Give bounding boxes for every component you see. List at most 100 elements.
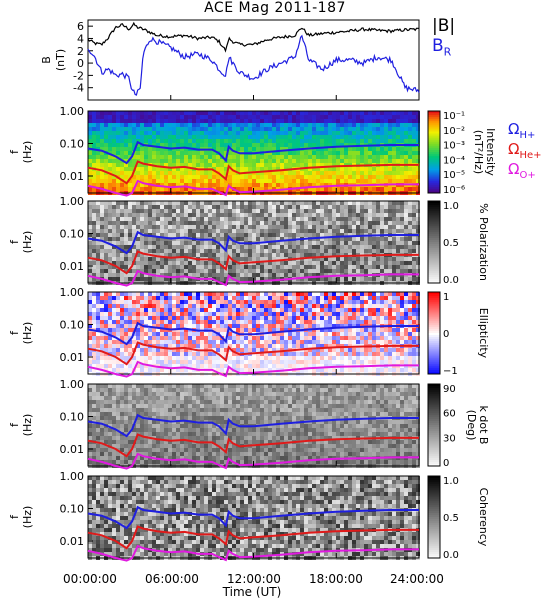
panel1-colorbar bbox=[428, 111, 440, 194]
panel5-ytick-label-0: 1.00 bbox=[60, 470, 85, 483]
panel2-colorbar-title-group: % Polarization bbox=[477, 203, 490, 281]
panel5-gyro-line-O+ bbox=[87, 544, 419, 562]
gyro-label-he-sym: Ω bbox=[508, 140, 520, 158]
b-series-1 bbox=[87, 34, 420, 96]
panel4-colorbar-title: k dot B bbox=[477, 406, 490, 445]
panel2-ylabel-group: f (Hz) bbox=[8, 231, 34, 254]
panel2-colorbar bbox=[428, 201, 440, 284]
panel4-ylabel-group: f (Hz) bbox=[8, 414, 34, 437]
panel4-heatmap bbox=[88, 384, 420, 468]
panel5-colorbar-title: Coherency bbox=[477, 488, 490, 547]
panel4-gyro-line-H+ bbox=[87, 413, 419, 438]
panel1-colorbar-title: Intensity bbox=[484, 128, 497, 176]
panel4-gyro-line-He+ bbox=[87, 433, 419, 458]
panel4-ytick-label-1: 0.10 bbox=[60, 411, 85, 424]
panel5-colorbar-frame bbox=[427, 475, 441, 559]
panel1-colorbar-tick-5: 10⁻⁶ bbox=[443, 185, 465, 196]
panel2-colorbar-tick-2: 0.0 bbox=[443, 275, 459, 286]
panel4-colorbar-tick-3: 0 bbox=[443, 458, 449, 469]
panel2-gyro-line-He+ bbox=[87, 250, 419, 275]
b-ylabel-group: B (nT) bbox=[40, 49, 67, 71]
panel1-ylabel: f bbox=[8, 149, 21, 154]
panel4-colorbar-title-group: k dot B(Deg) bbox=[465, 406, 490, 445]
panel4-colorbar-tick-0: 90 bbox=[443, 384, 456, 395]
panel1-colorbar-tick-3: 10⁻⁴ bbox=[443, 155, 465, 166]
panel1-colorbar-tick-4: 10⁻⁵ bbox=[443, 170, 465, 181]
panel5-ytick-label-2: 0.01 bbox=[60, 535, 85, 548]
panel2-ytick-label-1: 0.10 bbox=[60, 228, 85, 241]
panel4-colorbar bbox=[428, 384, 440, 467]
panel4-yunit: (Hz) bbox=[21, 414, 34, 437]
gyro-label-o-sym: Ω bbox=[508, 160, 520, 178]
panel5-colorbar-tick-0: 1.0 bbox=[443, 476, 459, 487]
gyro-label-h-sub: H+ bbox=[519, 130, 536, 141]
panel3-colorbar-tick-0: 1 bbox=[443, 292, 449, 303]
panel1-colorbar-tick-0: 10⁻¹ bbox=[443, 111, 465, 122]
gyro-label-o-sub: O+ bbox=[519, 170, 536, 181]
panel5-colorbar bbox=[428, 476, 440, 559]
panel4-ytick-label-2: 0.01 bbox=[60, 443, 85, 456]
panel1-ytick-label-1: 0.10 bbox=[60, 138, 85, 151]
panel5-colorbar-title-group: Coherency bbox=[477, 488, 490, 547]
panel3-colorbar-title: Ellipticity bbox=[477, 308, 490, 359]
x-tick-label-2: 12:00:00 bbox=[227, 572, 281, 586]
x-tick-label-1: 06:00:00 bbox=[145, 572, 199, 586]
x-tick-label-4: 24:00:00 bbox=[390, 572, 444, 586]
panel3-colorbar bbox=[428, 292, 440, 375]
panel5-gyro-line-H+ bbox=[87, 505, 419, 530]
panel3-gyro-line-H+ bbox=[87, 321, 419, 346]
panel4-colorbar-tick-1: 60 bbox=[443, 409, 456, 420]
b-ytick-label-5: -4 bbox=[73, 82, 84, 95]
b-ylabel: B bbox=[40, 56, 53, 64]
panel1-colorbar-tick-1: 10⁻² bbox=[443, 126, 465, 137]
gyro-label-h: ΩH+ bbox=[508, 120, 535, 141]
panel1-yunit: (Hz) bbox=[21, 141, 34, 164]
panel1-gyro-line-H+ bbox=[87, 140, 419, 165]
panel2-yunit: (Hz) bbox=[21, 231, 34, 254]
panel1-gyro-line-O+ bbox=[87, 179, 419, 197]
panel2-gyro-line-H+ bbox=[87, 230, 419, 255]
gyro-label-he: ΩHe+ bbox=[508, 140, 542, 161]
panel1-colorbar-unit: (nT²/Hz) bbox=[472, 130, 485, 174]
b-yunit: (nT) bbox=[54, 49, 67, 71]
legend-b-radial: BR bbox=[432, 36, 451, 58]
panel4-ylabel: f bbox=[8, 422, 21, 427]
panel3-ytick-label-2: 0.01 bbox=[60, 351, 85, 364]
panel5-colorbar-tick-2: 0.0 bbox=[443, 550, 459, 561]
panel3-yunit: (Hz) bbox=[21, 322, 34, 345]
panel3-ylabel: f bbox=[8, 330, 21, 335]
panel5-ylabel-group: f (Hz) bbox=[8, 506, 34, 529]
page-title: ACE Mag 2011-187 bbox=[204, 0, 346, 16]
legend-b-magnitude: |B| bbox=[432, 16, 455, 36]
panel3-colorbar-frame bbox=[427, 291, 441, 375]
gyro-label-h-sym: Ω bbox=[508, 120, 520, 138]
panel4-colorbar-frame bbox=[427, 383, 441, 467]
panel1-colorbar-tick-2: 10⁻³ bbox=[443, 141, 465, 152]
gyro-label-he-sub: He+ bbox=[519, 150, 542, 161]
panel1-gyro-line-He+ bbox=[87, 160, 419, 185]
panel3-colorbar-tick-2: −1 bbox=[443, 366, 458, 377]
panel1-ytick-label-2: 0.01 bbox=[60, 170, 85, 183]
b-ytick-label-4: -2 bbox=[73, 69, 84, 82]
panel2-ytick-label-2: 0.01 bbox=[60, 260, 85, 273]
panel2-colorbar-tick-1: 0.5 bbox=[443, 238, 459, 249]
panel3-colorbar-title-group: Ellipticity bbox=[477, 308, 490, 359]
panel2-colorbar-title: % Polarization bbox=[477, 203, 490, 281]
panel5-ylabel: f bbox=[8, 514, 21, 519]
x-tick-label-3: 18:00:00 bbox=[309, 572, 363, 586]
b-ytick-label-1: 4 bbox=[77, 32, 84, 45]
panel3-gyro-line-He+ bbox=[87, 341, 419, 366]
panel5-colorbar-tick-1: 0.5 bbox=[443, 513, 459, 524]
panel1-colorbar-title-group: Intensity(nT²/Hz) bbox=[472, 128, 497, 176]
panel4-gyro-line-O+ bbox=[87, 452, 419, 470]
panel5-yunit: (Hz) bbox=[21, 506, 34, 529]
panel3-gyro-line-O+ bbox=[87, 360, 419, 378]
x-tick-label-0: 00:00:00 bbox=[63, 572, 117, 586]
panel2-ytick-label-0: 1.00 bbox=[60, 195, 85, 208]
x-axis-title: Time (UT) bbox=[222, 585, 282, 599]
b-ytick-label-0: 6 bbox=[77, 20, 84, 33]
legend-b-magnitude-label: |B| bbox=[432, 16, 456, 36]
panel4-colorbar-unit: (Deg) bbox=[465, 410, 478, 441]
panel5-gyro-line-He+ bbox=[87, 525, 419, 550]
legend-b-radial-label: B bbox=[432, 36, 444, 56]
